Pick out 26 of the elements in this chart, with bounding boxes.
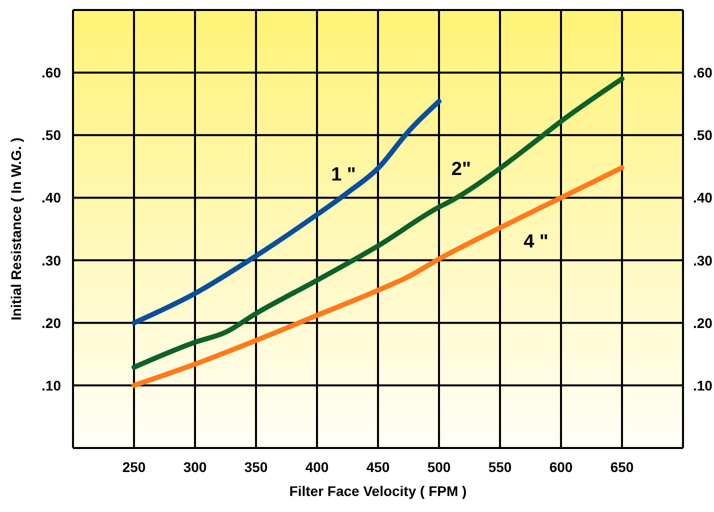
x-tick-label: 400 [305,458,329,475]
series-label: 2" [451,158,471,180]
y2-tick-label: .20 [693,314,713,331]
y-tick-label: .10 [42,377,62,394]
y-tick-label: .40 [42,190,62,206]
y2-tick-label: .40 [693,190,713,206]
y2-tick-label: .10 [693,377,713,394]
x-axis-title: Filter Face Velocity ( FPM ) [289,483,467,499]
x-tick-label: 550 [488,458,512,475]
series-label: 1 " [331,164,356,186]
y-tick-label: .20 [42,314,62,331]
x-tick-label: 350 [244,458,268,475]
x-tick-label: 650 [610,458,634,475]
y-axis-title: Initial Resistance ( In W.G. ) [8,138,24,320]
x-tick-label: 250 [122,458,146,475]
y2-tick-label: .30 [693,252,713,268]
y2-tick-label: .50 [693,127,713,144]
x-tick-label: 600 [549,458,573,475]
y2-tick-label: .60 [693,64,713,81]
y-tick-label: .30 [42,252,62,268]
y-tick-label: .50 [42,127,62,144]
y-tick-label: .60 [42,64,62,81]
x-tick-label: 500 [427,458,451,475]
x-tick-label: 450 [366,458,390,475]
x-tick-label: 300 [183,458,207,475]
series-label: 4 " [524,232,548,253]
